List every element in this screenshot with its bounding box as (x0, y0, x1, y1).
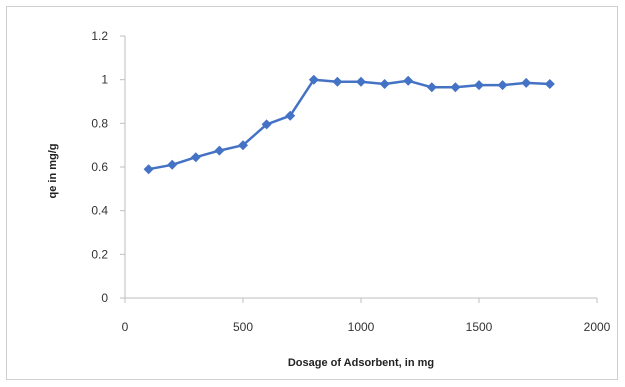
data-point (238, 140, 248, 151)
data-point (497, 80, 508, 91)
data-point (190, 152, 201, 163)
data-point (356, 76, 366, 87)
y-tick-label: 0.8 (91, 116, 108, 130)
y-tick-label: 1.2 (91, 29, 108, 43)
data-point (167, 159, 178, 170)
data-point (474, 80, 484, 91)
data-point (143, 164, 154, 175)
y-tick-label: 1 (101, 73, 108, 87)
x-tick-label: 1000 (348, 320, 375, 334)
x-tick-label: 0 (122, 320, 129, 334)
data-point (332, 76, 343, 87)
data-point (285, 110, 296, 121)
y-tick-label: 0.4 (91, 204, 108, 218)
y-tick-label: 0.2 (91, 247, 108, 261)
x-ticks: 0 500 1000 1500 2000 (122, 298, 611, 334)
axes (124, 36, 597, 299)
data-point (403, 75, 414, 86)
data-point (261, 119, 272, 130)
data-point (450, 82, 461, 93)
chart-frame (6, 6, 618, 380)
y-tick-label: 0.6 (91, 160, 108, 174)
y-ticks: 0 0.2 0.4 0.6 0.8 1 1.2 (91, 29, 125, 305)
data-point (214, 145, 225, 156)
data-point (544, 79, 555, 89)
y-tick-label: 0 (101, 291, 108, 305)
data-point (521, 77, 532, 88)
y-axis-title: qe in mg/g (47, 144, 59, 199)
x-tick-label: 500 (233, 320, 253, 334)
x-tick-label: 1500 (466, 320, 493, 334)
x-axis-title: Dosage of Adsorbent, in mg (288, 357, 434, 369)
series-1 (143, 74, 555, 175)
data-point (308, 74, 319, 85)
data-point (379, 79, 390, 89)
series-line (148, 78, 550, 171)
x-tick-label: 2000 (584, 320, 611, 334)
data-point (426, 82, 437, 93)
